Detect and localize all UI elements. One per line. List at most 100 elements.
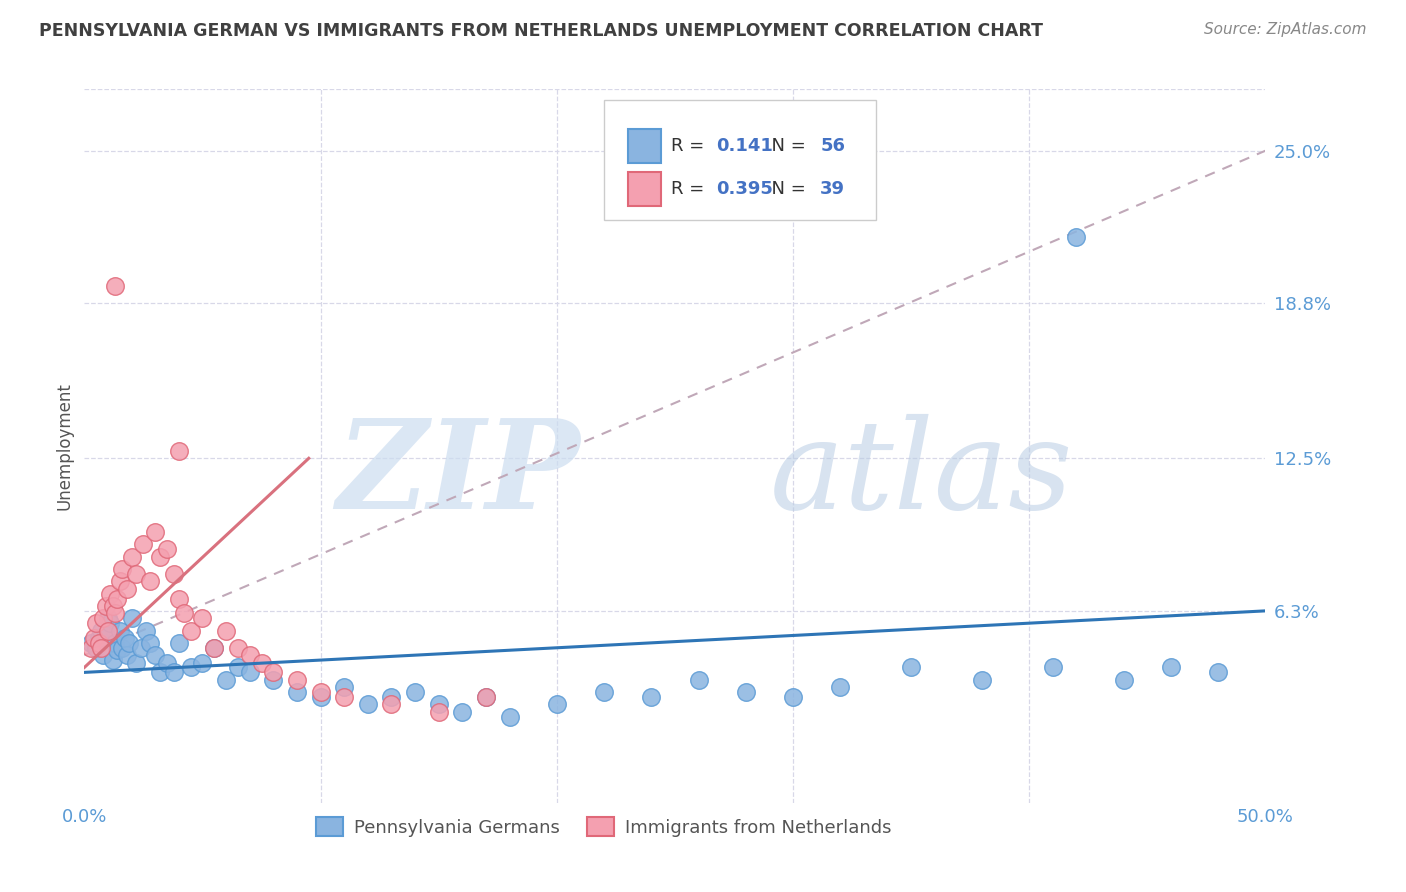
Point: [91, 648, 114, 662]
Point: [111, 562, 134, 576]
Text: R =: R =: [671, 180, 710, 198]
Point: [135, 624, 157, 638]
Point: [121, 611, 143, 625]
Text: PENNSYLVANIA GERMAN VS IMMIGRANTS FROM NETHERLANDS UNEMPLOYMENT CORRELATION CHAR: PENNSYLVANIA GERMAN VS IMMIGRANTS FROM N…: [39, 22, 1043, 40]
Text: 0.141: 0.141: [716, 137, 773, 155]
Point: [108, 574, 131, 589]
Point: [262, 673, 284, 687]
Point: [333, 690, 356, 704]
Y-axis label: Unemployment: Unemployment: [55, 382, 73, 510]
Point: [285, 673, 308, 687]
Point: [156, 656, 179, 670]
Point: [132, 537, 155, 551]
Text: 39: 39: [820, 180, 845, 198]
Point: [900, 660, 922, 674]
Point: [285, 685, 308, 699]
Point: [163, 566, 186, 581]
Point: [84, 640, 107, 655]
Point: [90, 624, 112, 638]
Point: [226, 640, 249, 655]
Text: N =: N =: [759, 180, 811, 198]
Point: [167, 591, 190, 606]
Point: [215, 624, 238, 638]
Point: [191, 611, 214, 625]
Point: [451, 705, 474, 719]
Point: [94, 599, 117, 613]
Point: [250, 656, 273, 670]
FancyBboxPatch shape: [627, 129, 661, 163]
Point: [1160, 660, 1182, 674]
Point: [97, 611, 120, 625]
Point: [149, 549, 172, 564]
Point: [427, 698, 450, 712]
Point: [239, 648, 262, 662]
Point: [180, 624, 202, 638]
Point: [114, 631, 136, 645]
Point: [101, 653, 124, 667]
Point: [101, 599, 124, 613]
Point: [970, 673, 993, 687]
FancyBboxPatch shape: [627, 172, 661, 206]
Point: [98, 616, 121, 631]
Point: [115, 582, 138, 596]
Point: [830, 680, 852, 694]
Point: [108, 624, 131, 638]
Point: [156, 542, 179, 557]
Point: [475, 690, 498, 704]
Point: [125, 566, 148, 581]
Point: [173, 607, 195, 621]
Point: [239, 665, 262, 680]
Text: 0.395: 0.395: [716, 180, 773, 198]
Point: [80, 636, 103, 650]
Point: [167, 636, 190, 650]
Point: [139, 574, 162, 589]
Text: atlas: atlas: [769, 414, 1073, 535]
Text: Source: ZipAtlas.com: Source: ZipAtlas.com: [1204, 22, 1367, 37]
Point: [593, 685, 616, 699]
Point: [427, 705, 450, 719]
Point: [104, 607, 127, 621]
Point: [475, 690, 498, 704]
Point: [688, 673, 710, 687]
Point: [1112, 673, 1135, 687]
Text: 56: 56: [820, 137, 845, 155]
Point: [309, 690, 332, 704]
Legend: Pennsylvania Germans, Immigrants from Netherlands: Pennsylvania Germans, Immigrants from Ne…: [309, 810, 898, 844]
Point: [498, 709, 520, 723]
Point: [84, 616, 107, 631]
Point: [1066, 230, 1088, 244]
Point: [640, 690, 662, 704]
Point: [98, 587, 121, 601]
Point: [80, 640, 103, 655]
Point: [87, 631, 110, 645]
Point: [90, 640, 112, 655]
Point: [226, 660, 249, 674]
Point: [115, 648, 138, 662]
Point: [167, 444, 190, 458]
Point: [118, 636, 141, 650]
Point: [107, 643, 129, 657]
Point: [163, 665, 186, 680]
Point: [1042, 660, 1064, 674]
Point: [87, 636, 110, 650]
Point: [215, 673, 238, 687]
Point: [262, 665, 284, 680]
Text: ZIP: ZIP: [336, 414, 581, 535]
FancyBboxPatch shape: [605, 100, 876, 219]
Point: [180, 660, 202, 674]
Point: [309, 685, 332, 699]
Point: [107, 591, 129, 606]
Point: [782, 690, 804, 704]
Point: [191, 656, 214, 670]
Point: [104, 636, 127, 650]
Point: [333, 680, 356, 694]
Point: [143, 648, 166, 662]
Point: [104, 279, 127, 293]
Point: [357, 698, 380, 712]
Point: [1206, 665, 1229, 680]
Point: [546, 698, 568, 712]
Text: R =: R =: [671, 137, 710, 155]
Point: [202, 640, 225, 655]
Point: [91, 611, 114, 625]
Point: [380, 698, 402, 712]
